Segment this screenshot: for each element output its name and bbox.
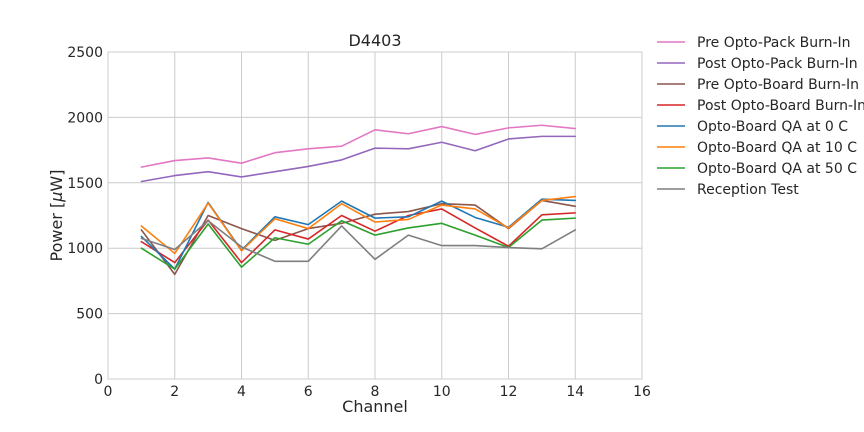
x-tick-label: 2 — [170, 384, 179, 400]
legend-label: Opto-Board QA at 0 C — [697, 119, 848, 135]
series-lines — [140, 124, 577, 276]
y-tick-label: 2500 — [67, 45, 103, 61]
y-tick-label: 500 — [76, 307, 103, 323]
y-tick-label: 0 — [94, 372, 103, 388]
series-line-7 — [140, 217, 577, 270]
y-tick-label: 1500 — [67, 176, 103, 192]
legend-label: Opto-Board QA at 50 C — [697, 161, 857, 177]
legend: Pre Opto-Pack Burn-In Post Opto-Pack Burn… — [657, 35, 864, 198]
series-line-5 — [140, 198, 577, 270]
series-line-1 — [140, 124, 577, 168]
series-line-3 — [140, 199, 577, 276]
legend-label: Pre Opto-Board Burn-In — [697, 77, 859, 93]
y-axis-label-prefix: Power [ — [47, 202, 66, 262]
y-axis-label-suffix: W] — [47, 170, 66, 192]
y-axis-label-mu: μ — [47, 192, 66, 203]
y-tick-labels: 0 500 1000 1500 2000 2500 — [67, 45, 103, 388]
x-tick-label: 12 — [500, 384, 518, 400]
legend-label: Reception Test — [697, 182, 799, 198]
series-line-6 — [140, 195, 577, 255]
legend-label: Post Opto-Pack Burn-In — [697, 56, 858, 72]
series-line-2 — [140, 135, 577, 183]
legend-label: Pre Opto-Pack Burn-In — [697, 35, 851, 51]
x-axis-label: Channel — [342, 397, 408, 416]
x-tick-label: 4 — [237, 384, 246, 400]
plot-area-frame — [107, 51, 643, 380]
y-tick-label: 1000 — [67, 241, 103, 257]
series-line-4 — [140, 208, 577, 264]
legend-label: Opto-Board QA at 10 C — [697, 140, 857, 156]
grid — [107, 51, 643, 380]
x-tick-labels: 0 2 4 6 8 10 12 14 16 — [104, 384, 651, 400]
x-tick-label: 16 — [633, 384, 651, 400]
x-tick-label: 8 — [371, 384, 380, 400]
x-tick-label: 6 — [304, 384, 313, 400]
legend-label: Post Opto-Board Burn-In — [697, 98, 864, 114]
y-axis-label: Power [μW] — [47, 170, 66, 262]
x-tick-label: 10 — [433, 384, 451, 400]
y-tick-label: 2000 — [67, 110, 103, 126]
x-tick-label: 14 — [566, 384, 584, 400]
x-tick-label: 0 — [104, 384, 113, 400]
series-line-8 — [140, 219, 577, 263]
chart-title: D4403 — [348, 31, 401, 50]
